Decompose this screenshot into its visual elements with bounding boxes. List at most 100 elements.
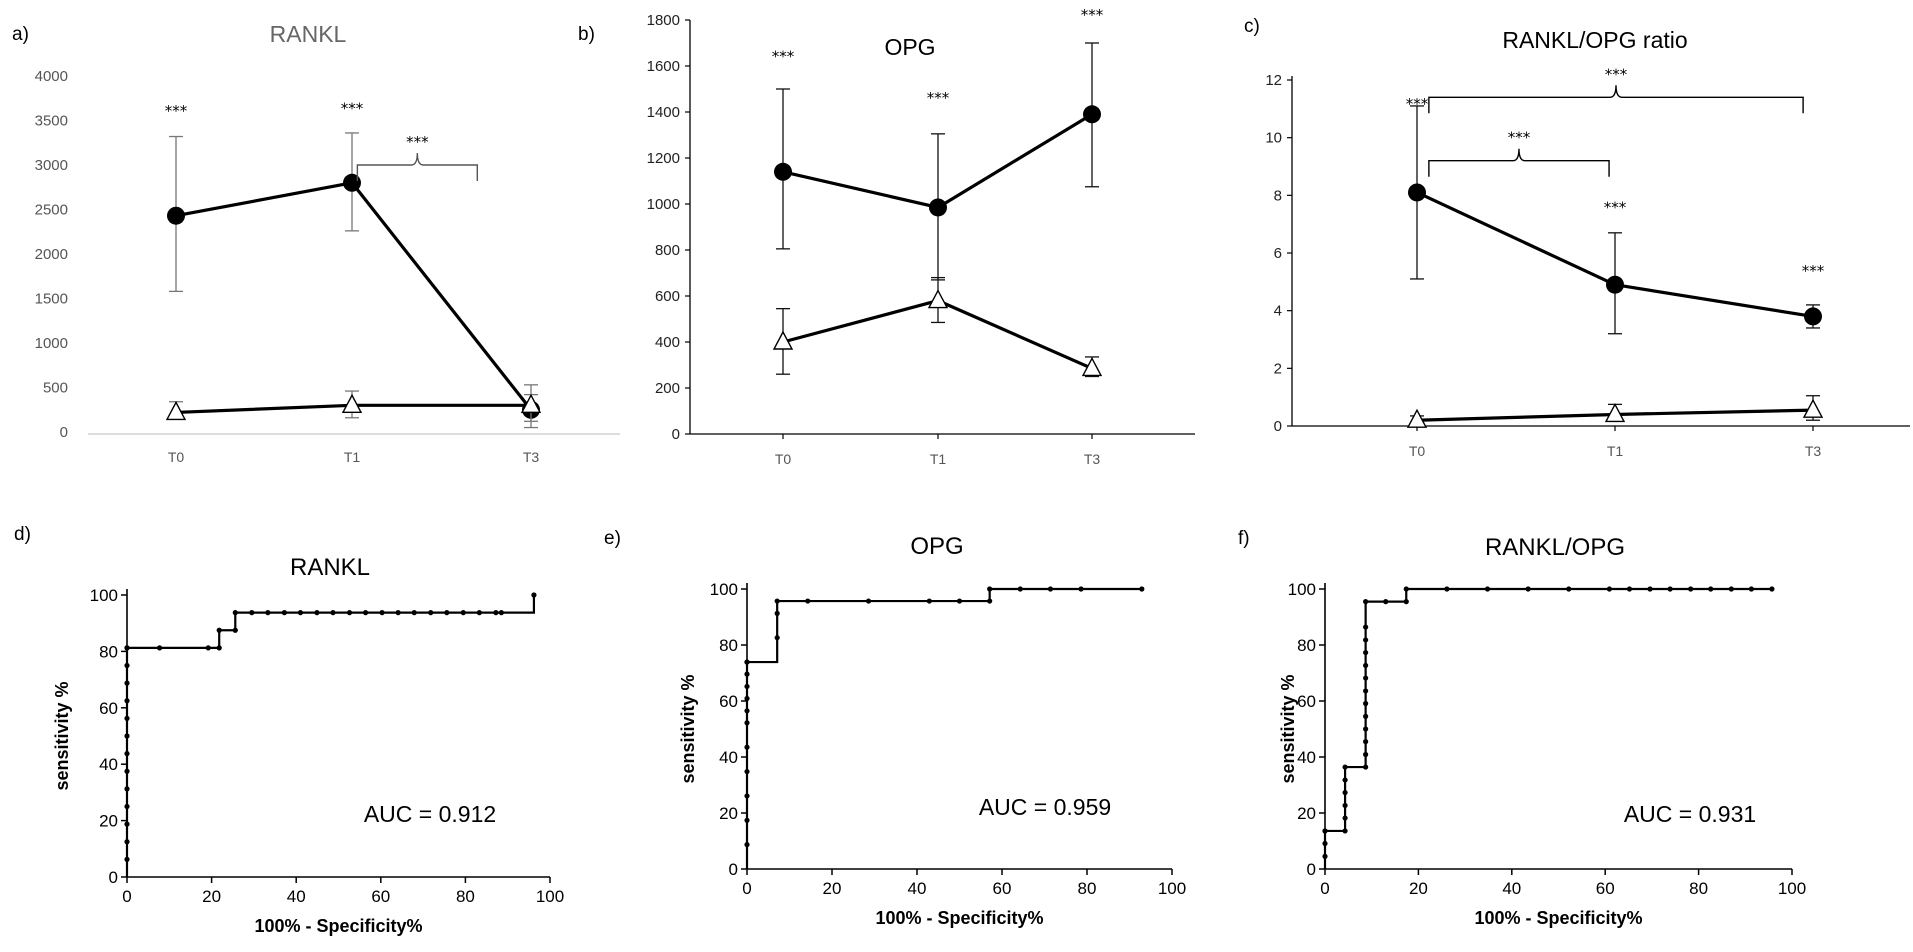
roc-point [395, 610, 401, 616]
roc-point [1383, 599, 1389, 605]
roc-point [1484, 586, 1491, 592]
y-axis-label: sensitivity % [52, 681, 72, 790]
roc-point [232, 627, 238, 633]
chart-title: RANKL/OPG [1485, 534, 1625, 561]
roc-point [1078, 586, 1084, 592]
x-tick-label: 40 [908, 879, 927, 898]
panel-letter-b: b) [578, 24, 595, 45]
y-tick-label: 4000 [35, 68, 68, 85]
x-tick-label: T1 [344, 449, 361, 465]
y-tick-label: 20 [99, 812, 118, 831]
roc-point [124, 751, 130, 757]
roc-point [124, 662, 130, 669]
roc-point [124, 645, 130, 651]
y-tick-label: 80 [719, 636, 738, 655]
roc-point [1626, 586, 1633, 592]
y-tick-label: 100 [710, 580, 738, 599]
x-tick-label: 20 [823, 879, 842, 898]
data-point-triangle [1604, 402, 1626, 423]
data-point-circle [1804, 307, 1822, 326]
y-tick-label: 600 [655, 288, 680, 305]
roc-point [1017, 586, 1023, 592]
x-tick-label: 60 [993, 879, 1012, 898]
y-tick-label: 2000 [35, 246, 68, 263]
y-tick-label: 1000 [35, 335, 68, 352]
significance-label: *** [927, 89, 950, 107]
data-point-circle [774, 162, 792, 181]
roc-point [744, 659, 750, 665]
roc-point [1403, 586, 1409, 592]
data-point-circle [1083, 105, 1101, 124]
data-point-triangle [341, 393, 363, 413]
roc-point [124, 715, 130, 721]
roc-point [411, 610, 417, 616]
data-point-triangle [1802, 398, 1824, 418]
roc-point [124, 698, 130, 704]
significance-label: *** [1081, 6, 1104, 24]
roc-point [265, 610, 271, 616]
roc-point [1342, 777, 1348, 783]
roc-point [774, 598, 780, 604]
auc-label: AUC = 0.931 [1624, 801, 1756, 827]
y-tick-label: 1800 [647, 12, 680, 29]
significance-bracket [1428, 85, 1804, 114]
y-axis-label: sensitivity % [678, 674, 698, 783]
significance-bracket [356, 152, 478, 181]
roc-point [1322, 828, 1328, 834]
roc-point [216, 627, 222, 633]
roc-point [956, 598, 963, 604]
roc-point [531, 592, 537, 598]
chart-title: OPG [910, 533, 963, 560]
y-tick-label: 2 [1274, 360, 1282, 377]
x-tick-label: T3 [1084, 451, 1101, 467]
roc-point [1139, 586, 1145, 592]
roc-point [1363, 624, 1369, 630]
y-tick-label: 40 [99, 755, 118, 774]
x-tick-label: T0 [168, 449, 185, 465]
y-tick-label: 60 [1297, 692, 1316, 711]
roc-point [232, 610, 238, 616]
significance-bracket [1428, 148, 1610, 177]
x-tick-label: 60 [371, 887, 390, 906]
roc-point [346, 610, 353, 616]
roc-point [1363, 675, 1369, 681]
roc-point [1342, 764, 1348, 770]
roc-point [1322, 840, 1328, 847]
significance-label: *** [165, 102, 188, 120]
roc-point [744, 744, 750, 750]
roc-point [124, 786, 130, 792]
y-tick-label: 0 [1307, 860, 1316, 879]
roc-point [744, 817, 750, 823]
data-point-circle [167, 206, 185, 225]
data-point-circle [343, 173, 361, 192]
roc-point [493, 610, 499, 616]
roc-point [1748, 586, 1754, 592]
data-point-circle [1606, 275, 1624, 294]
roc-point [124, 768, 130, 774]
x-tick-label: T3 [523, 449, 540, 465]
roc-point [1606, 586, 1613, 592]
roc-point [744, 842, 750, 848]
y-tick-label: 1200 [647, 150, 680, 167]
data-point-circle [1408, 183, 1426, 202]
roc-point [476, 610, 482, 616]
y-tick-label: 0 [1274, 418, 1282, 435]
y-tick-label: 60 [719, 692, 738, 711]
roc-point [744, 695, 750, 702]
roc-point [1363, 764, 1369, 770]
data-point-triangle [1081, 356, 1103, 377]
roc-point [156, 645, 163, 651]
x-axis-label: 100% - Specificity% [875, 908, 1043, 928]
y-tick-label: 40 [1297, 748, 1316, 767]
panel-letter-f: f) [1238, 528, 1250, 549]
roc-point [805, 598, 811, 604]
y-tick-label: 100 [1288, 580, 1316, 599]
y-tick-label: 20 [719, 804, 738, 823]
x-tick-label: 0 [742, 879, 751, 898]
roc-point [1342, 789, 1348, 796]
roc-point [1363, 637, 1369, 643]
roc-point [744, 768, 750, 775]
roc-point [1342, 815, 1348, 821]
chart-panel-a: RANKL 0 500 1000 1500 2000 2500 3000 3500 4000 T0 T… [35, 21, 620, 465]
